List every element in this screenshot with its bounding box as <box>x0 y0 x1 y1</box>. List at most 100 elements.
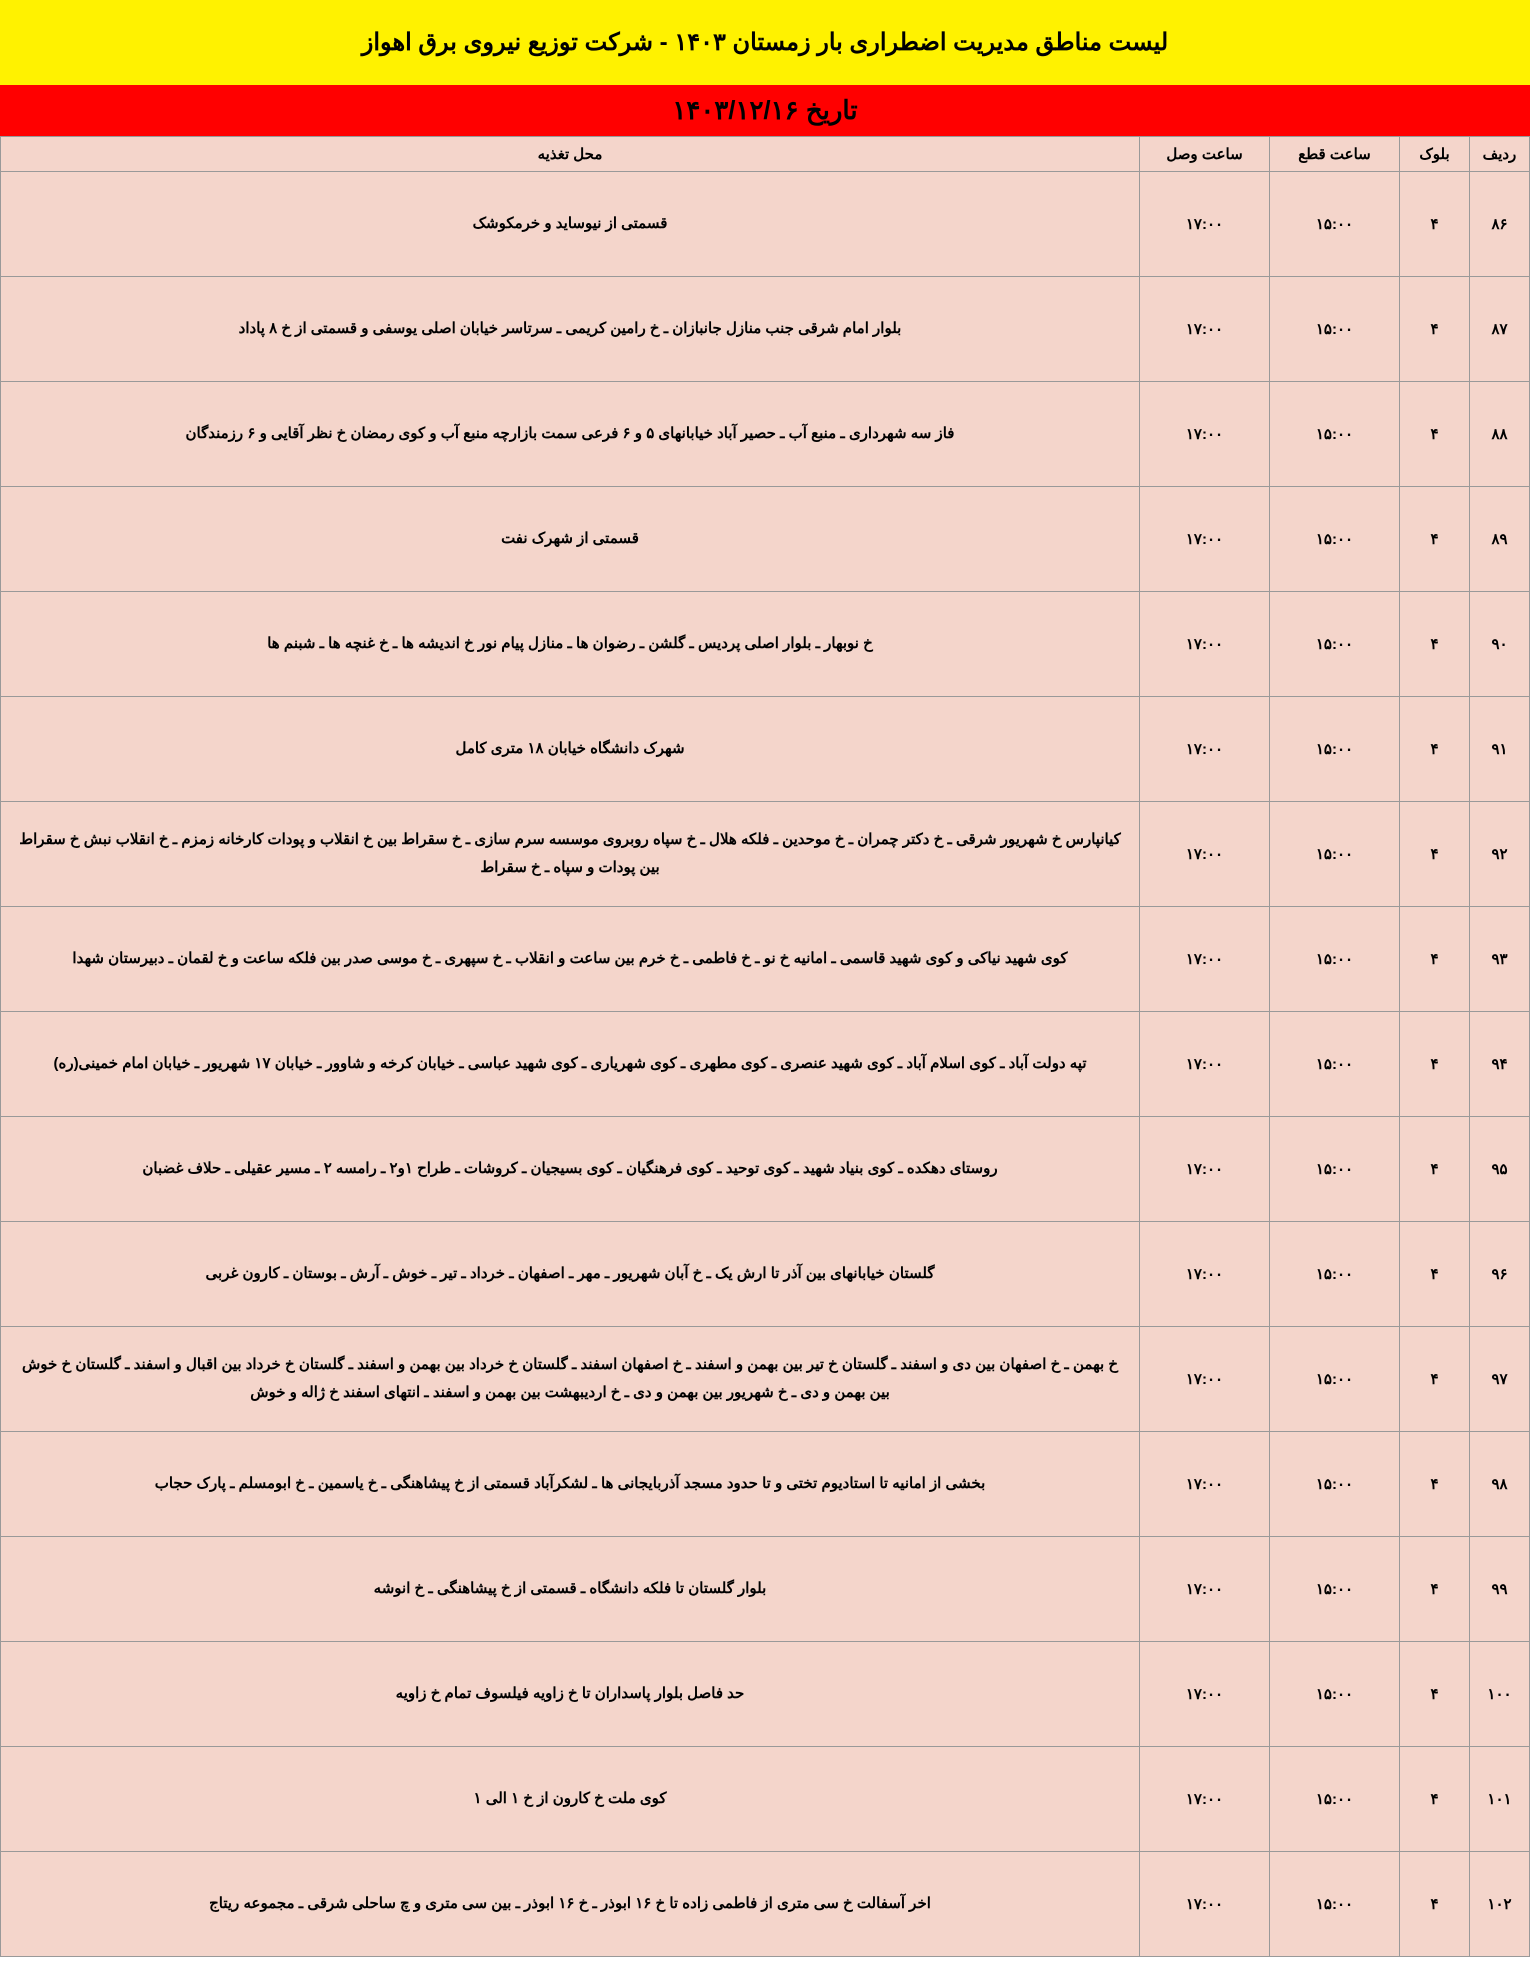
cell-block: ۴ <box>1400 1537 1470 1642</box>
cell-ghat: ۱۵:۰۰ <box>1270 1747 1400 1852</box>
cell-mahal: حد فاصل بلوار پاسداران تا خ زاویه فیلسوف… <box>1 1642 1140 1747</box>
cell-radif: ۸۷ <box>1470 277 1530 382</box>
cell-vasl: ۱۷:۰۰ <box>1140 1537 1270 1642</box>
cell-vasl: ۱۷:۰۰ <box>1140 1747 1270 1852</box>
cell-radif: ۱۰۲ <box>1470 1852 1530 1957</box>
cell-block: ۴ <box>1400 1222 1470 1327</box>
cell-vasl: ۱۷:۰۰ <box>1140 1222 1270 1327</box>
cell-vasl: ۱۷:۰۰ <box>1140 802 1270 907</box>
cell-block: ۴ <box>1400 1747 1470 1852</box>
cell-radif: ۸۹ <box>1470 487 1530 592</box>
cell-vasl: ۱۷:۰۰ <box>1140 1117 1270 1222</box>
table-row: ۸۸۴۱۵:۰۰۱۷:۰۰فاز سه شهرداری ـ منبع آب ـ … <box>1 382 1530 487</box>
cell-mahal: خ نوبهار ـ بلوار اصلی پردیس ـ گلشن ـ رضو… <box>1 592 1140 697</box>
cell-radif: ۹۷ <box>1470 1327 1530 1432</box>
cell-mahal: بلوار گلستان تا فلکه دانشگاه ـ قسمتی از … <box>1 1537 1140 1642</box>
cell-radif: ۸۸ <box>1470 382 1530 487</box>
cell-block: ۴ <box>1400 697 1470 802</box>
cell-mahal: شهرک دانشگاه خیابان ۱۸ متری کامل <box>1 697 1140 802</box>
cell-mahal: روستای دهکده ـ کوی بنیاد شهید ـ کوی توحی… <box>1 1117 1140 1222</box>
cell-radif: ۹۸ <box>1470 1432 1530 1537</box>
cell-ghat: ۱۵:۰۰ <box>1270 172 1400 277</box>
cell-ghat: ۱۵:۰۰ <box>1270 277 1400 382</box>
cell-mahal: گلستان خیابانهای بین آذر تا ارش یک ـ خ آ… <box>1 1222 1140 1327</box>
cell-ghat: ۱۵:۰۰ <box>1270 907 1400 1012</box>
cell-vasl: ۱۷:۰۰ <box>1140 1642 1270 1747</box>
cell-vasl: ۱۷:۰۰ <box>1140 1012 1270 1117</box>
cell-block: ۴ <box>1400 592 1470 697</box>
col-header-vasl: ساعت وصل <box>1140 137 1270 172</box>
cell-vasl: ۱۷:۰۰ <box>1140 907 1270 1012</box>
cell-mahal: اخر آسفالت خ سی متری از فاطمی زاده تا خ … <box>1 1852 1140 1957</box>
cell-vasl: ۱۷:۰۰ <box>1140 172 1270 277</box>
table-row: ۸۷۴۱۵:۰۰۱۷:۰۰بلوار امام شرقی جنب منازل ج… <box>1 277 1530 382</box>
table-row: ۹۸۴۱۵:۰۰۱۷:۰۰بخشی از امانیه تا استادیوم … <box>1 1432 1530 1537</box>
cell-ghat: ۱۵:۰۰ <box>1270 697 1400 802</box>
cell-vasl: ۱۷:۰۰ <box>1140 277 1270 382</box>
table-row: ۱۰۱۴۱۵:۰۰۱۷:۰۰کوی ملت خ کارون از خ ۱ الی… <box>1 1747 1530 1852</box>
table-row: ۹۴۴۱۵:۰۰۱۷:۰۰تپه دولت آباد ـ کوی اسلام آ… <box>1 1012 1530 1117</box>
cell-vasl: ۱۷:۰۰ <box>1140 1432 1270 1537</box>
cell-mahal: فاز سه شهرداری ـ منبع آب ـ حصیر آباد خیا… <box>1 382 1140 487</box>
cell-block: ۴ <box>1400 1327 1470 1432</box>
cell-block: ۴ <box>1400 277 1470 382</box>
cell-block: ۴ <box>1400 1432 1470 1537</box>
cell-ghat: ۱۵:۰۰ <box>1270 1012 1400 1117</box>
table-row: ۸۶۴۱۵:۰۰۱۷:۰۰قسمتی از نیوساید و خرمکوشک <box>1 172 1530 277</box>
cell-mahal: کیانپارس خ شهریور شرقی ـ خ دکتر چمران ـ … <box>1 802 1140 907</box>
cell-block: ۴ <box>1400 1642 1470 1747</box>
page-title: لیست مناطق مدیریت اضطراری بار زمستان ۱۴۰… <box>0 0 1530 85</box>
cell-vasl: ۱۷:۰۰ <box>1140 592 1270 697</box>
table-row: ۹۱۴۱۵:۰۰۱۷:۰۰شهرک دانشگاه خیابان ۱۸ متری… <box>1 697 1530 802</box>
cell-radif: ۹۲ <box>1470 802 1530 907</box>
table-row: ۸۹۴۱۵:۰۰۱۷:۰۰قسمتی از شهرک نفت <box>1 487 1530 592</box>
cell-ghat: ۱۵:۰۰ <box>1270 487 1400 592</box>
cell-mahal: قسمتی از شهرک نفت <box>1 487 1140 592</box>
table-row: ۹۶۴۱۵:۰۰۱۷:۰۰گلستان خیابانهای بین آذر تا… <box>1 1222 1530 1327</box>
table-row: ۹۰۴۱۵:۰۰۱۷:۰۰خ نوبهار ـ بلوار اصلی پردیس… <box>1 592 1530 697</box>
cell-vasl: ۱۷:۰۰ <box>1140 1852 1270 1957</box>
cell-block: ۴ <box>1400 1852 1470 1957</box>
cell-block: ۴ <box>1400 1117 1470 1222</box>
table-header-row: ردیف بلوک ساعت قطع ساعت وصل محل تغذیه <box>1 137 1530 172</box>
cell-ghat: ۱۵:۰۰ <box>1270 1327 1400 1432</box>
table-row: ۹۹۴۱۵:۰۰۱۷:۰۰بلوار گلستان تا فلکه دانشگا… <box>1 1537 1530 1642</box>
cell-vasl: ۱۷:۰۰ <box>1140 487 1270 592</box>
cell-ghat: ۱۵:۰۰ <box>1270 1117 1400 1222</box>
cell-block: ۴ <box>1400 1012 1470 1117</box>
cell-mahal: تپه دولت آباد ـ کوی اسلام آباد ـ کوی شهی… <box>1 1012 1140 1117</box>
cell-block: ۴ <box>1400 802 1470 907</box>
cell-block: ۴ <box>1400 382 1470 487</box>
cell-mahal: بلوار امام شرقی جنب منازل جانبازان ـ خ ر… <box>1 277 1140 382</box>
cell-mahal: کوی شهید نیاکی و کوی شهید قاسمی ـ امانیه… <box>1 907 1140 1012</box>
cell-ghat: ۱۵:۰۰ <box>1270 1642 1400 1747</box>
table-row: ۹۳۴۱۵:۰۰۱۷:۰۰کوی شهید نیاکی و کوی شهید ق… <box>1 907 1530 1012</box>
cell-ghat: ۱۵:۰۰ <box>1270 1852 1400 1957</box>
cell-radif: ۱۰۱ <box>1470 1747 1530 1852</box>
cell-ghat: ۱۵:۰۰ <box>1270 382 1400 487</box>
table-row: ۱۰۰۴۱۵:۰۰۱۷:۰۰حد فاصل بلوار پاسداران تا … <box>1 1642 1530 1747</box>
col-header-mahal: محل تغذیه <box>1 137 1140 172</box>
cell-ghat: ۱۵:۰۰ <box>1270 1537 1400 1642</box>
outage-table: ردیف بلوک ساعت قطع ساعت وصل محل تغذیه ۸۶… <box>0 136 1530 1957</box>
table-row: ۹۲۴۱۵:۰۰۱۷:۰۰کیانپارس خ شهریور شرقی ـ خ … <box>1 802 1530 907</box>
cell-radif: ۹۱ <box>1470 697 1530 802</box>
cell-ghat: ۱۵:۰۰ <box>1270 802 1400 907</box>
cell-radif: ۹۰ <box>1470 592 1530 697</box>
cell-radif: ۹۳ <box>1470 907 1530 1012</box>
cell-radif: ۹۵ <box>1470 1117 1530 1222</box>
table-row: ۹۵۴۱۵:۰۰۱۷:۰۰روستای دهکده ـ کوی بنیاد شه… <box>1 1117 1530 1222</box>
cell-ghat: ۱۵:۰۰ <box>1270 1432 1400 1537</box>
cell-vasl: ۱۷:۰۰ <box>1140 697 1270 802</box>
table-body: ۸۶۴۱۵:۰۰۱۷:۰۰قسمتی از نیوساید و خرمکوشک۸… <box>1 172 1530 1957</box>
table-row: ۱۰۲۴۱۵:۰۰۱۷:۰۰اخر آسفالت خ سی متری از فا… <box>1 1852 1530 1957</box>
cell-vasl: ۱۷:۰۰ <box>1140 382 1270 487</box>
date-line: تاریخ ۱۴۰۳/۱۲/۱۶ <box>0 85 1530 136</box>
cell-mahal: بخشی از امانیه تا استادیوم تختی و تا حدو… <box>1 1432 1140 1537</box>
cell-radif: ۹۴ <box>1470 1012 1530 1117</box>
cell-mahal: کوی ملت خ کارون از خ ۱ الی ۱ <box>1 1747 1140 1852</box>
cell-ghat: ۱۵:۰۰ <box>1270 1222 1400 1327</box>
cell-block: ۴ <box>1400 907 1470 1012</box>
cell-ghat: ۱۵:۰۰ <box>1270 592 1400 697</box>
cell-radif: ۹۶ <box>1470 1222 1530 1327</box>
